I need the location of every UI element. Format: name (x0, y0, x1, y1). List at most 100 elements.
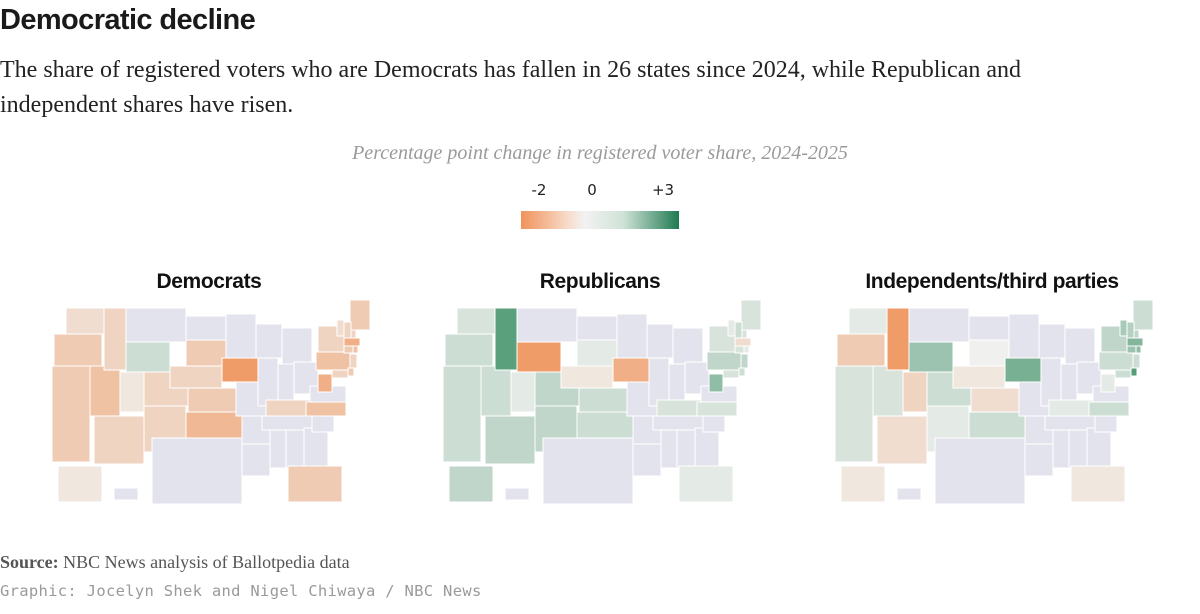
state-id (494, 307, 518, 371)
map-independents (827, 298, 1157, 508)
state-pa (315, 351, 351, 371)
state-ri (1135, 345, 1142, 354)
state-ia (612, 357, 650, 383)
state-me (740, 299, 762, 331)
map-democrats (44, 298, 374, 508)
state-il (648, 357, 670, 407)
state-nj (349, 353, 358, 369)
graphic-credit: Graphic: Jocelyn Shek and Nigel Chiwaya … (0, 582, 482, 600)
state-mi (281, 327, 313, 365)
state-nv (872, 365, 904, 417)
state-al (285, 429, 305, 469)
state-or (836, 333, 886, 367)
state-nc (1088, 401, 1130, 417)
state-or (444, 333, 494, 367)
state-mn (225, 313, 257, 359)
state-wv (317, 373, 333, 393)
state-nh (1126, 321, 1135, 339)
state-de (347, 367, 355, 377)
state-hi (896, 487, 922, 501)
state-wy (908, 341, 954, 373)
state-ms (660, 429, 678, 469)
page-title: Democratic decline (0, 4, 256, 36)
state-wv (708, 373, 724, 393)
page-subtitle: The share of registered voters who are D… (0, 57, 1021, 118)
state-mn (1008, 313, 1040, 359)
state-wi (646, 323, 674, 359)
state-il (257, 357, 279, 407)
state-wa (65, 307, 105, 335)
state-nv (480, 365, 512, 417)
state-pa (706, 351, 742, 371)
state-ma (343, 337, 361, 347)
legend-tick-zero: 0 (587, 181, 597, 199)
state-fl (678, 465, 734, 503)
state-wa (456, 307, 496, 335)
legend-title: Percentage point change in registered vo… (352, 142, 848, 164)
state-sd (968, 339, 1010, 367)
state-la (632, 443, 662, 477)
state-ms (269, 429, 287, 469)
state-mi (672, 327, 704, 365)
map-title-democrats: Democrats (156, 270, 262, 293)
state-tx (542, 437, 634, 505)
state-ca (442, 365, 482, 463)
state-la (1024, 443, 1054, 477)
state-nd (576, 315, 618, 341)
state-ga (303, 427, 329, 467)
state-ks (578, 387, 628, 413)
state-ky (265, 399, 313, 417)
state-ak (840, 465, 886, 503)
state-pa (1098, 351, 1134, 371)
source-note: Source: NBC News analysis of Ballotpedia… (0, 552, 350, 573)
state-fl (1070, 465, 1126, 503)
us-map-svg (51, 299, 371, 505)
state-mt (125, 307, 187, 343)
state-ct (1126, 345, 1137, 354)
state-nj (740, 353, 749, 369)
state-ut (902, 371, 928, 413)
state-sc (1094, 415, 1118, 433)
state-wa (848, 307, 888, 335)
state-ok (185, 411, 243, 439)
state-in (277, 363, 295, 401)
us-map-svg (834, 299, 1154, 505)
state-nc (696, 401, 738, 417)
state-ct (734, 345, 745, 354)
state-ky (1048, 399, 1096, 417)
state-sc (311, 415, 335, 433)
state-nj (1132, 353, 1141, 369)
state-al (1068, 429, 1088, 469)
state-ut (510, 371, 536, 413)
state-ct (343, 345, 354, 354)
state-ms (1052, 429, 1070, 469)
state-me (1132, 299, 1154, 331)
state-nh (343, 321, 352, 339)
state-ri (352, 345, 359, 354)
state-wv (1100, 373, 1116, 393)
state-ak (57, 465, 103, 503)
state-ga (1086, 427, 1112, 467)
legend-color-scale (521, 211, 679, 229)
state-ne (560, 365, 614, 389)
state-mi (1064, 327, 1096, 365)
state-in (668, 363, 686, 401)
state-ne (169, 365, 223, 389)
state-or (53, 333, 103, 367)
state-ne (952, 365, 1006, 389)
state-nc (305, 401, 347, 417)
state-ca (834, 365, 874, 463)
state-ky (656, 399, 704, 417)
state-tx (151, 437, 243, 505)
state-sd (576, 339, 618, 367)
state-ri (743, 345, 750, 354)
state-de (1130, 367, 1138, 377)
state-az (484, 415, 536, 465)
state-md (331, 369, 349, 379)
state-az (93, 415, 145, 465)
source-text: NBC News analysis of Ballotpedia data (58, 552, 350, 572)
state-me (349, 299, 371, 331)
state-nd (185, 315, 227, 341)
state-nh (734, 321, 743, 339)
us-map-svg (442, 299, 762, 505)
